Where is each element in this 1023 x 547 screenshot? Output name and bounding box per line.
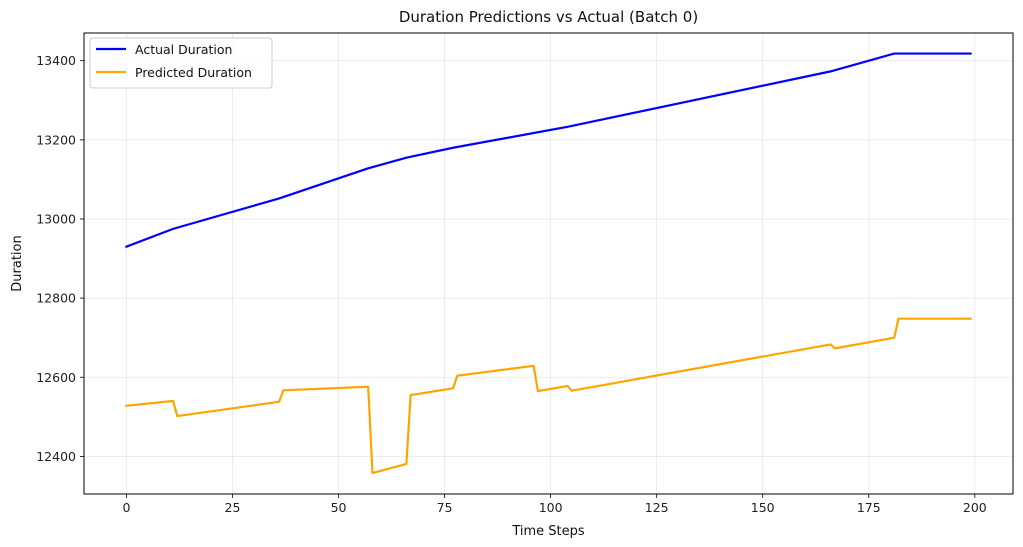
y-axis-label: Duration — [10, 235, 25, 291]
y-tick-label: 12600 — [36, 370, 76, 385]
x-axis-ticks: 0 25 50 75 100 125 150 175 200 — [122, 494, 987, 515]
grid — [84, 33, 1013, 494]
x-tick-label: 100 — [539, 500, 563, 515]
y-tick-label: 12800 — [36, 291, 76, 306]
chart-title: Duration Predictions vs Actual (Batch 0) — [399, 8, 698, 26]
x-tick-label: 175 — [857, 500, 881, 515]
legend-label-predicted: Predicted Duration — [135, 65, 252, 80]
y-axis-ticks: 12400 12600 12800 13000 13200 13400 — [36, 53, 84, 464]
x-tick-label: 75 — [437, 500, 453, 515]
plot-background — [84, 33, 1013, 494]
x-tick-label: 200 — [963, 500, 987, 515]
x-tick-label: 150 — [751, 500, 775, 515]
series-lines — [125, 52, 972, 475]
legend-label-actual: Actual Duration — [135, 42, 232, 57]
x-axis-label: Time Steps — [511, 524, 585, 539]
plot-frame — [83, 32, 1014, 495]
x-tick-label: 0 — [122, 500, 130, 515]
actual-duration-line — [125, 52, 972, 249]
legend-box — [89, 37, 273, 89]
y-tick-label: 12400 — [36, 449, 76, 464]
predicted-duration-line — [125, 317, 972, 475]
y-tick-label: 13400 — [36, 53, 76, 68]
y-tick-label: 13000 — [36, 211, 76, 226]
legend: Actual Duration Predicted Duration — [89, 37, 273, 89]
x-tick-label: 125 — [645, 500, 669, 515]
y-tick-label: 13200 — [36, 132, 76, 147]
x-tick-label: 25 — [225, 500, 241, 515]
x-tick-label: 50 — [331, 500, 347, 515]
